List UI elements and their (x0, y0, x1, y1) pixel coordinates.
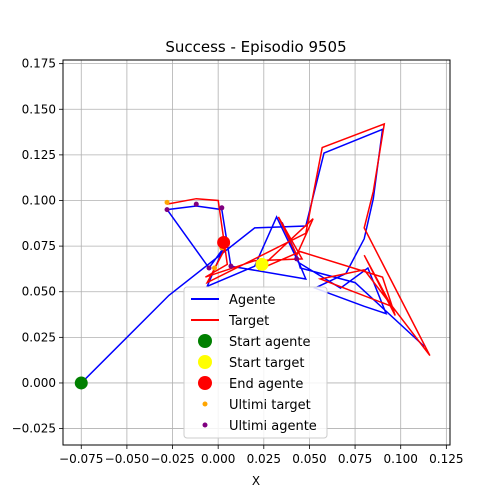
x-tick-label: 0.075 (338, 452, 372, 466)
y-tick-label: 0.175 (22, 57, 56, 71)
plot-markers (74, 199, 300, 390)
y-tick-label: 0.100 (22, 193, 56, 207)
point-start-agente (74, 376, 88, 390)
x-tick-label: 0.025 (247, 452, 281, 466)
y-tick-label: 0.000 (22, 376, 56, 390)
point-ultimi-target (164, 199, 170, 205)
point-ultimi-agente (164, 207, 170, 213)
point-start-target (255, 257, 269, 271)
y-tick-label: 0.025 (22, 330, 56, 344)
x-axis: −0.075 −0.050 −0.025 0.000 0.025 0.050 0.075 0.… (59, 445, 464, 466)
point-ultimi-agente (228, 263, 234, 269)
plot-frame (62, 59, 451, 446)
point-end-agente (217, 235, 231, 249)
legend-swatch-end-agente (198, 376, 212, 390)
plot-lines (80, 122, 431, 384)
x-tick-label: 0.000 (201, 452, 235, 466)
legend-label-ultimi-agente: Ultimi agente (229, 419, 317, 434)
x-tick-label: 0.100 (384, 452, 418, 466)
legend-label-start-target: Start target (229, 356, 304, 371)
point-ultimi-agente (294, 256, 300, 262)
series-line-target (166, 122, 431, 357)
x-tick-label: −0.075 (59, 452, 103, 466)
legend-swatch-start-agente (198, 334, 212, 348)
legend-label-target: Target (228, 314, 269, 329)
legend: Agente Target Start agente Start target End … (183, 286, 328, 439)
y-tick-label: 0.125 (22, 148, 56, 162)
legend-label-end-agente: End agente (229, 377, 303, 392)
y-tick-label: 0.150 (22, 102, 56, 116)
legend-label-agente: Agente (229, 293, 275, 308)
point-ultimi-agente (193, 201, 199, 207)
chart-title: Success - Episodio 9505 (165, 38, 346, 56)
y-tick-label: 0.050 (22, 285, 56, 299)
y-tick-label: −0.025 (12, 422, 56, 436)
x-tick-label: 0.050 (292, 452, 326, 466)
legend-label-ultimi-target: Ultimi target (229, 398, 311, 413)
series-line-agente (80, 128, 425, 384)
x-axis-label: X (252, 474, 260, 488)
y-axis: −0.025 0.000 0.025 0.050 0.075 0.100 0.125 0.15… (12, 57, 63, 436)
legend-label-start-agente: Start agente (229, 335, 310, 350)
point-ultimi-target (212, 265, 218, 271)
legend-swatch-start-target (198, 355, 212, 369)
legend-swatch-ultimi-agente (202, 422, 208, 428)
legend-swatch-ultimi-target (202, 401, 208, 407)
point-ultimi-agente (219, 205, 225, 211)
x-tick-label: 0.125 (429, 452, 463, 466)
point-ultimi-agente (206, 265, 212, 271)
x-tick-label: −0.050 (105, 452, 149, 466)
y-tick-label: 0.075 (22, 239, 56, 253)
x-tick-label: −0.025 (150, 452, 194, 466)
legend-box (183, 286, 328, 439)
